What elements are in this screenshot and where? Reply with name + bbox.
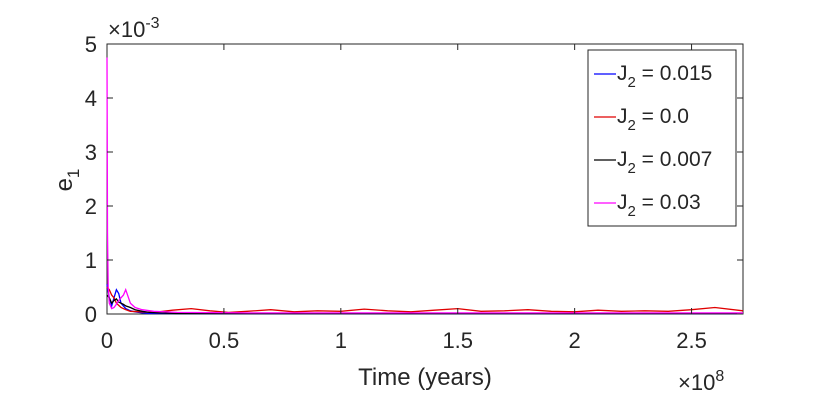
x-tick-label: 0 xyxy=(101,328,113,353)
series-line-2 xyxy=(106,286,744,314)
y-exponent-label: ×10-3 xyxy=(108,15,160,42)
x-tick-label: 2.5 xyxy=(676,328,707,353)
legend-label: J2 = 0.03 xyxy=(617,191,701,220)
legend-label: J2 = 0.007 xyxy=(617,148,712,177)
legend-label: J2 = 0.0 xyxy=(617,105,689,134)
x-tick-label: 0.5 xyxy=(209,328,240,353)
tick-layer: 0 0.5 1 1.5 2 2.5 0 1 2 3 4 5 xyxy=(85,32,743,353)
y-axis-label-main: e xyxy=(51,178,78,191)
x-tick-label: 1.5 xyxy=(442,328,473,353)
y-tick-label: 0 xyxy=(85,302,97,327)
y-tick-label: 3 xyxy=(85,140,97,165)
y-axis-label-sub: 1 xyxy=(64,169,83,178)
legend: J2 = 0.015 J2 = 0.0 J2 = 0.007 J2 = 0.03 xyxy=(587,49,737,227)
x-exponent-base: ×10 xyxy=(678,370,715,395)
y-exponent-power: -3 xyxy=(145,15,159,32)
legend-label: J2 = 0.015 xyxy=(617,62,712,91)
y-exponent-base: ×10 xyxy=(108,17,145,42)
x-exponent-label: ×108 xyxy=(678,368,724,395)
x-tick-label: 1 xyxy=(335,328,347,353)
y-tick-label: 4 xyxy=(85,86,97,111)
y-tick-label: 2 xyxy=(85,194,97,219)
x-exponent-power: 8 xyxy=(715,368,724,385)
x-tick-label: 2 xyxy=(569,328,581,353)
y-tick-label: 1 xyxy=(85,248,97,273)
series-line-4 xyxy=(106,57,743,314)
legend-box xyxy=(587,49,737,227)
x-axis-label: Time (years) xyxy=(358,364,492,391)
y-axis-label: e1 xyxy=(51,169,83,192)
series-layer xyxy=(106,57,744,315)
y-tick-label: 5 xyxy=(85,32,97,57)
